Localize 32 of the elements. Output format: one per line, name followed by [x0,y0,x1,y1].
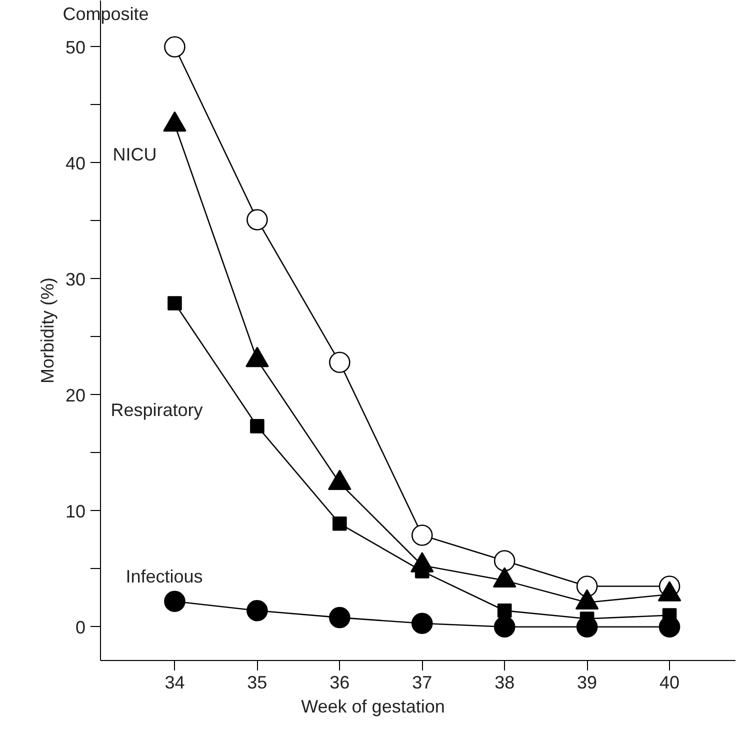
x-tick-label: 35 [247,672,268,692]
point [168,296,182,310]
point [329,352,350,374]
y-tick-label: 40 [65,153,86,174]
point [164,590,186,612]
point [494,550,516,572]
series-label: NICU [112,144,157,165]
point [411,524,433,546]
series-label: Respiratory [110,400,203,420]
point [329,606,350,628]
point [250,419,264,434]
x-tick-label: 37 [412,672,432,692]
x-tick-label: 39 [577,672,598,692]
y-tick-label: 10 [65,501,86,522]
point [411,612,433,634]
x-tick-label: 34 [164,672,185,692]
x-tick-label: 38 [494,672,515,692]
y-axis-title: Morbidity (%) [37,277,58,384]
y-tick-label: 0 [75,617,86,638]
point [246,600,268,622]
x-axis-title: Week of gestation [301,696,445,716]
series-label: Infectious [126,566,203,586]
point [246,209,268,230]
y-tick-label: 20 [65,385,86,406]
y-tick-label: 30 [65,269,86,290]
point [332,516,347,531]
y-tick-label: 50 [65,37,86,58]
point [494,616,516,638]
x-tick-label: 36 [330,672,350,692]
point [164,36,186,58]
point [497,603,512,618]
x-tick-label: 40 [660,672,680,692]
